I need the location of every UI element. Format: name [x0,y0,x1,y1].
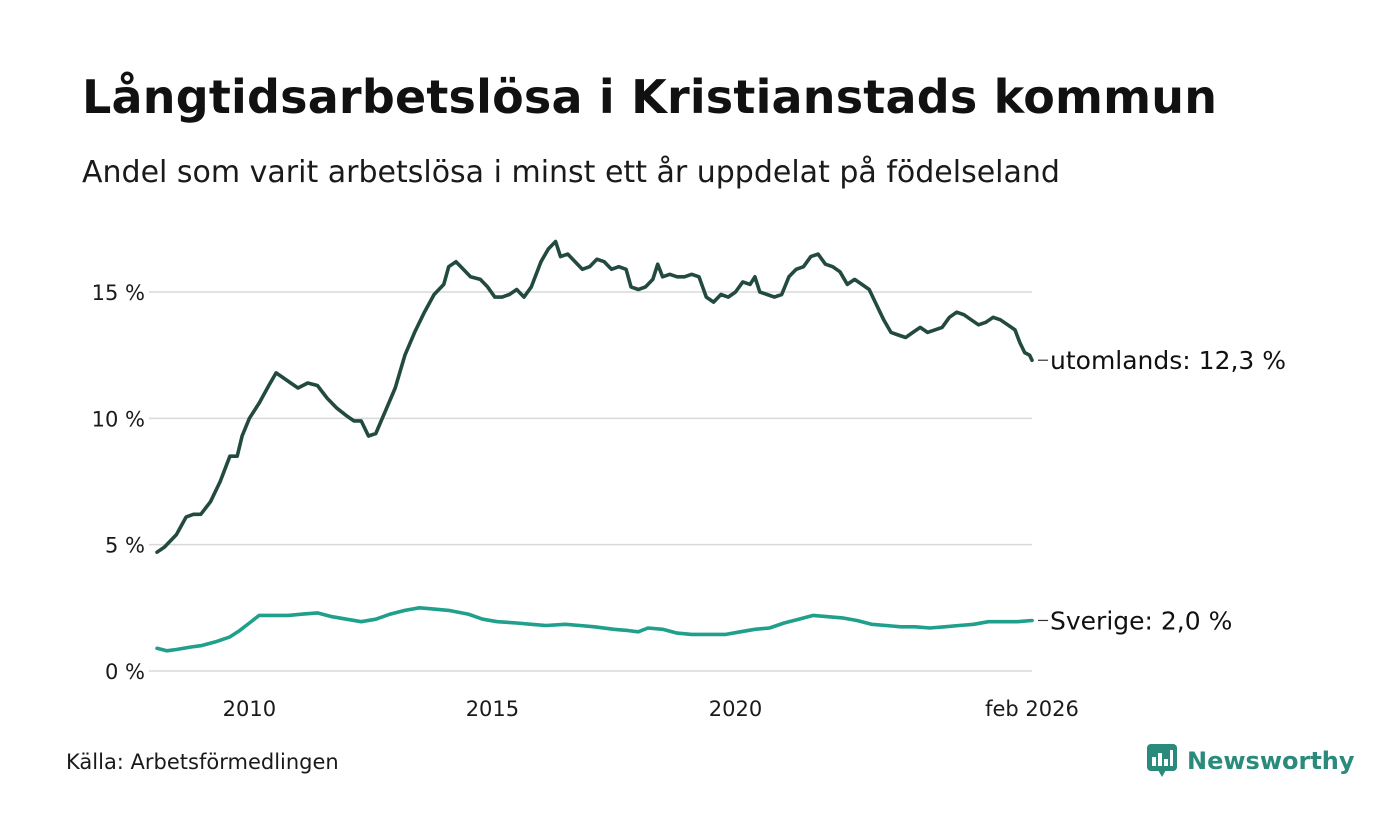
series-end-label: utomlands: 12,3 % [1050,346,1286,375]
x-tick-label: 2020 [709,697,762,721]
series-line-utomlands [155,239,1034,554]
chart-subtitle: Andel som varit arbetslösa i minst ett å… [82,155,1060,190]
y-tick-label: 5 % [105,534,145,558]
series-end-label: Sverige: 2,0 % [1050,606,1232,635]
x-tick-label: 2010 [223,697,276,721]
y-tick-label: 15 % [92,281,145,305]
brand-logo[interactable]: Newsworthy [1147,744,1355,778]
y-tick-label: 10 % [92,407,145,431]
newsworthy-logo-icon [1147,744,1177,777]
chart-title: Långtidsarbetslösa i Kristianstads kommu… [82,70,1218,124]
x-tick-label: feb 2026 [985,697,1079,721]
series-line-sverige [155,606,1034,653]
y-tick-label: 0 % [105,660,145,684]
x-tick-label: 2015 [466,697,519,721]
brand-name: Newsworthy [1187,747,1355,775]
source-note: Källa: Arbetsförmedlingen [66,750,339,774]
